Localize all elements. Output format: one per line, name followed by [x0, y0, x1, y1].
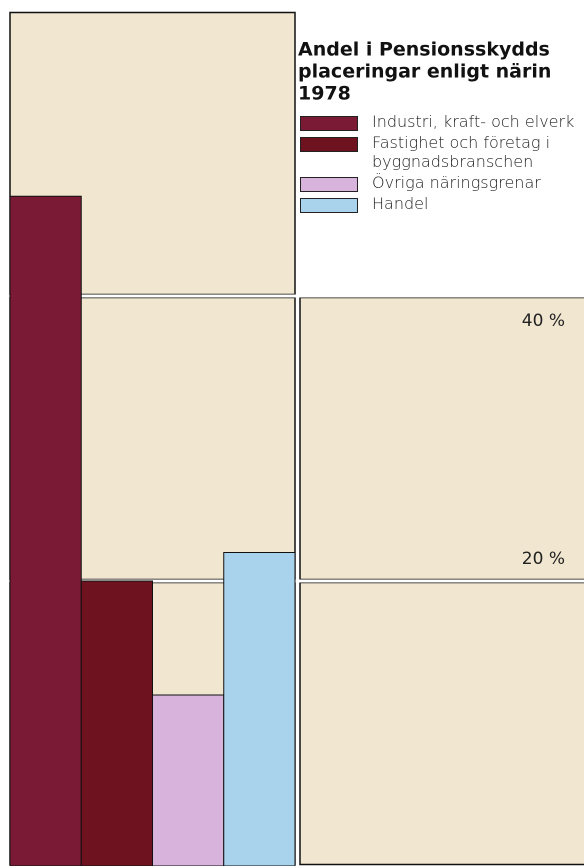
legend-entry: Handel — [300, 194, 584, 213]
chart-title: Andel i Pensionsskydds — [298, 39, 550, 61]
bar — [223, 552, 296, 866]
legend-swatch — [300, 177, 358, 192]
panel — [299, 581, 584, 866]
legend-entry: Övriga näringsgrenar — [300, 173, 584, 192]
legend-swatch — [300, 198, 358, 213]
legend-entry: Fastighet och företag i byggnadsbransche… — [300, 133, 584, 171]
bar — [152, 694, 225, 866]
chart-title: 1978 — [298, 83, 351, 105]
panel — [299, 296, 584, 581]
legend-label: Industri, kraft- och elverk — [372, 112, 575, 131]
legend-entry: Industri, kraft- och elverk — [300, 112, 584, 131]
y-tick-label: 20 % — [522, 549, 565, 569]
chart-title: placeringar enligt närin — [298, 61, 551, 83]
legend-label: Fastighet och företag i byggnadsbransche… — [372, 133, 551, 171]
y-tick-label: 40 % — [522, 311, 565, 331]
legend-label: Handel — [372, 194, 429, 213]
bar — [80, 580, 153, 866]
legend-swatch — [300, 116, 358, 131]
legend: Industri, kraft- och elverk Fastighet och… — [300, 112, 584, 215]
legend-label: Övriga näringsgrenar — [372, 173, 541, 192]
bar — [9, 195, 82, 866]
legend-swatch — [300, 137, 358, 152]
